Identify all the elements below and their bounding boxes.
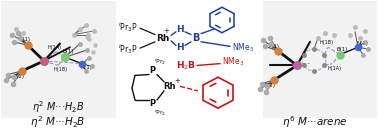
Text: P: P bbox=[149, 99, 155, 108]
Text: P: P bbox=[149, 66, 155, 75]
FancyBboxPatch shape bbox=[1, 1, 116, 118]
FancyBboxPatch shape bbox=[263, 1, 377, 118]
Text: P(1): P(1) bbox=[20, 37, 31, 42]
Text: H: H bbox=[176, 26, 184, 34]
Text: P(1): P(1) bbox=[268, 44, 279, 49]
Text: $\eta^2$ M···H$_2$B: $\eta^2$ M···H$_2$B bbox=[30, 114, 86, 130]
Text: $^i$Pr$_3$P: $^i$Pr$_3$P bbox=[118, 20, 138, 34]
Text: B(1): B(1) bbox=[336, 47, 348, 52]
Text: $^i$Pr$_2$: $^i$Pr$_2$ bbox=[154, 57, 166, 67]
Text: H(1A): H(1A) bbox=[327, 66, 341, 71]
Text: +: + bbox=[174, 78, 180, 84]
Text: H(1B): H(1B) bbox=[319, 40, 333, 45]
Text: P(2): P(2) bbox=[14, 74, 25, 79]
Text: NMe$_3$: NMe$_3$ bbox=[222, 56, 244, 68]
Text: NMe$_3$: NMe$_3$ bbox=[232, 41, 254, 53]
Text: $^i$Pr$_2$: $^i$Pr$_2$ bbox=[154, 108, 166, 118]
Text: N(1): N(1) bbox=[80, 65, 92, 70]
Text: Rh: Rh bbox=[156, 34, 170, 43]
Text: H(1B): H(1B) bbox=[53, 67, 67, 72]
Text: P(2): P(2) bbox=[265, 83, 276, 88]
Text: H(1A): H(1A) bbox=[47, 45, 61, 50]
Text: $\eta^6$ M···arene: $\eta^6$ M···arene bbox=[282, 114, 348, 130]
Text: Rh: Rh bbox=[164, 82, 176, 91]
Text: +: + bbox=[163, 28, 169, 34]
Text: N(1): N(1) bbox=[356, 41, 368, 46]
Text: B(1): B(1) bbox=[62, 49, 74, 54]
Text: B: B bbox=[192, 33, 200, 43]
Text: $^i$Pr$_3$P: $^i$Pr$_3$P bbox=[118, 42, 138, 56]
Text: H$_2$B: H$_2$B bbox=[176, 59, 196, 72]
Text: $\eta^2$ M···H$_2$B: $\eta^2$ M···H$_2$B bbox=[32, 99, 84, 114]
Text: H: H bbox=[176, 43, 184, 52]
